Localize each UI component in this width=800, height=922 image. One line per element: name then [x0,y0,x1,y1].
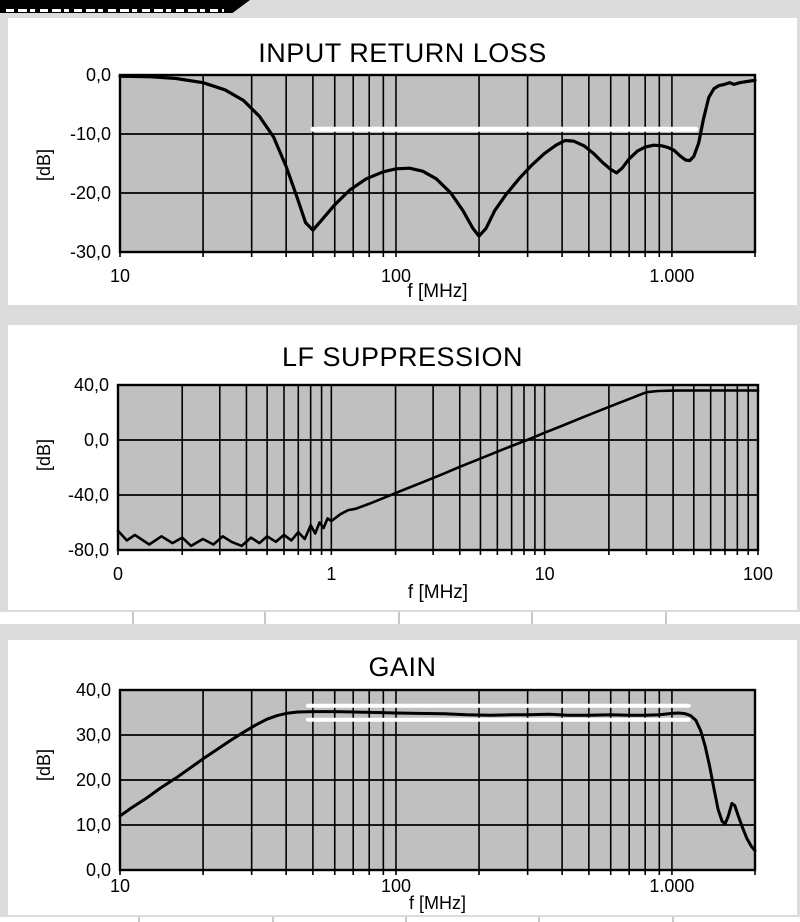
chart-title-gain: GAIN [368,652,437,682]
svg-text:1: 1 [326,564,336,584]
x-axis-label: f [MHz] [407,281,468,302]
input-return-loss-chart: 10 100 1.000 0,0 -10,0 -20,0 -30,0 [70,65,757,286]
chart-title-input-return-loss: INPUT RETURN LOSS [258,38,547,68]
cell-divider [531,612,533,624]
svg-text:-10,0: -10,0 [70,124,111,144]
svg-text:100: 100 [743,564,773,584]
lf-suppression-panel: LF SUPPRESSION [dB] 0 1 10 100 40,0 0,0 -40,0-… [8,325,797,610]
cell-divider [538,917,540,922]
cell-divider [665,612,667,624]
svg-text:0,0: 0,0 [86,65,111,85]
svg-text:10: 10 [110,266,130,286]
svg-text:-20,0: -20,0 [70,183,111,203]
gain-panel: GAIN [dB] 10 100 1.000 40,0 30,0 20,0 10,0 0,0 … [8,640,797,915]
table-row [0,917,800,922]
svg-text:40,0: 40,0 [74,375,109,395]
cell-divider [138,917,140,922]
svg-text:100: 100 [381,876,411,896]
svg-text:10,0: 10,0 [76,815,111,835]
svg-text:1.000: 1.000 [649,266,694,286]
cell-divider [398,612,400,624]
cell-divider [272,917,274,922]
input-return-loss-panel: INPUT RETURN LOSS [dB] 10 100 1.000 0,0 -10,… [8,18,797,305]
cell-divider [264,612,266,624]
x-axis-label: f [MHz] [407,582,469,603]
svg-text:-40,0: -40,0 [68,485,109,505]
gain-chart: 10 100 1.000 40,0 30,0 20,0 10,0 0,0 [76,680,757,896]
svg-text:1.000: 1.000 [649,876,694,896]
svg-text:0,0: 0,0 [84,430,109,450]
banner-text-remnant [6,9,224,12]
svg-text:20,0: 20,0 [76,770,111,790]
cell-divider [672,917,674,922]
svg-text:0,0: 0,0 [86,860,111,880]
cell-divider [405,917,407,922]
svg-text:10: 10 [535,564,555,584]
table-row [0,612,800,624]
svg-text:100: 100 [381,266,411,286]
svg-text:-30,0: -30,0 [70,242,111,262]
svg-text:-80,0: -80,0 [68,540,109,560]
svg-text:10: 10 [110,876,130,896]
svg-text:30,0: 30,0 [76,725,111,745]
banner [0,0,250,13]
chart-title-lf-suppression: LF SUPPRESSION [281,342,524,372]
svg-text:0: 0 [113,564,123,584]
x-axis-label: f [MHz] [409,893,466,913]
cell-divider [132,612,134,624]
lf-suppression-chart: 0 1 10 100 40,0 0,0 -40,0 -80,0 [68,375,773,584]
svg-text:40,0: 40,0 [76,680,111,700]
